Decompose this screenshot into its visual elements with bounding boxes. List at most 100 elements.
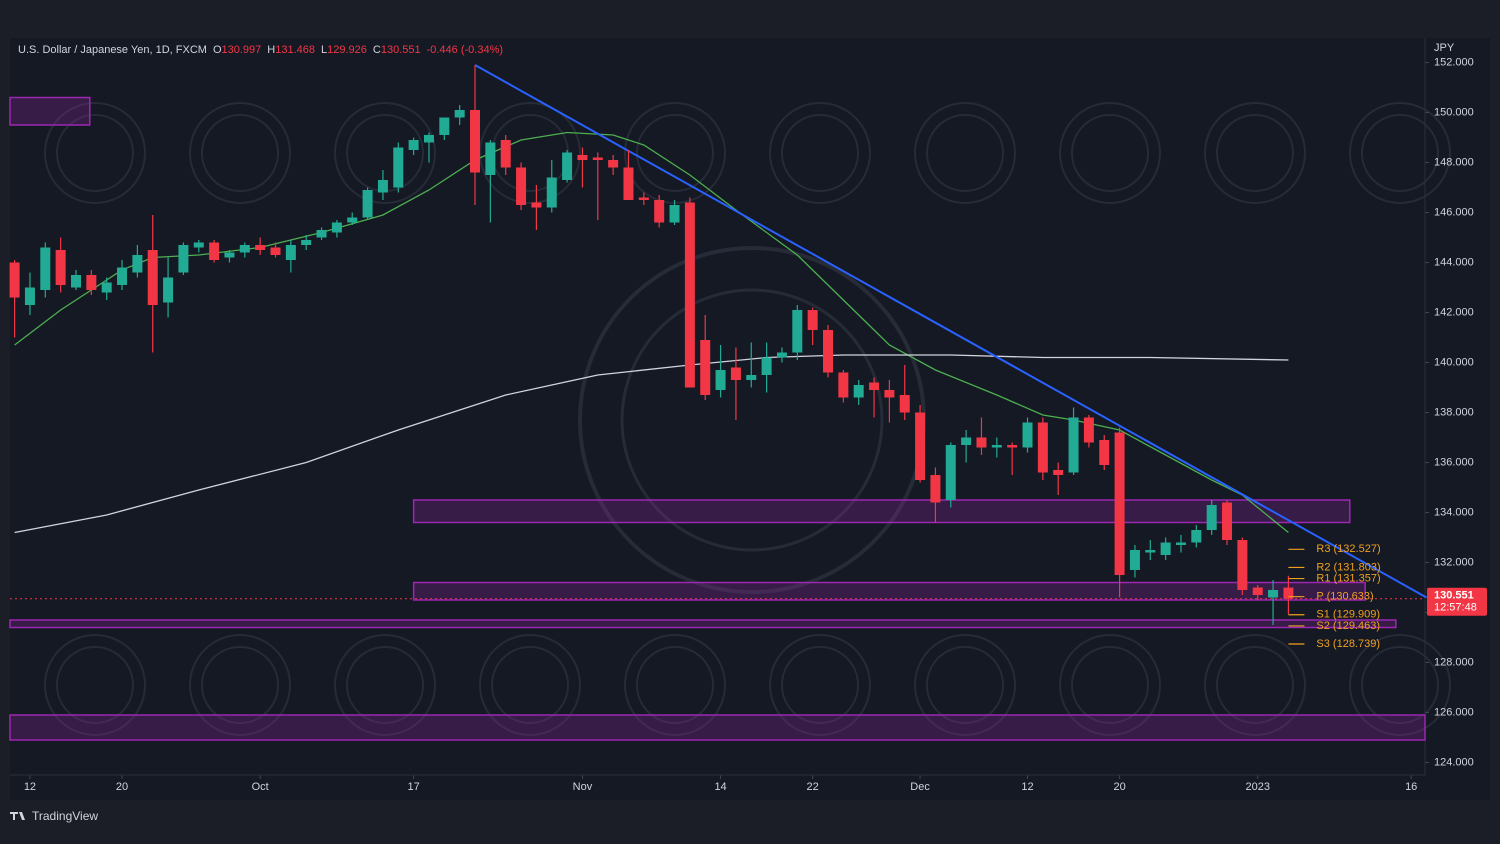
candle-body	[1237, 540, 1248, 590]
candle-body	[9, 262, 20, 298]
x-tick-label: 12	[1021, 781, 1033, 793]
candle-body	[470, 110, 481, 173]
watermark	[201, 114, 279, 192]
candle-body	[485, 142, 496, 175]
candle-body	[577, 155, 588, 160]
candle-body	[193, 242, 204, 248]
candle-body	[715, 370, 726, 390]
pivot-label: P (130.633)	[1316, 591, 1373, 603]
candle-body	[884, 390, 895, 398]
y-tick-label: 144.000	[1434, 256, 1474, 268]
pivot-label: S2 (129.463)	[1316, 620, 1380, 632]
countdown: 12:57:48	[1434, 602, 1477, 614]
ohlc-letter: H	[267, 44, 275, 56]
zone	[9, 714, 1426, 741]
header: U.S. Dollar / Japanese Yen, 1D, FXCM O130…	[18, 44, 503, 56]
watermark	[56, 114, 134, 192]
candle-body	[546, 177, 557, 208]
pivot-label: R2 (131.803)	[1316, 561, 1380, 573]
watermark	[636, 114, 714, 192]
x-tick-label: 22	[807, 781, 819, 793]
watermark	[491, 646, 569, 724]
candle-body	[807, 310, 818, 330]
candle-body	[915, 412, 926, 480]
candle-body	[608, 160, 619, 168]
candle-body	[255, 245, 266, 250]
candle-body	[730, 367, 741, 380]
watermark	[926, 114, 1004, 192]
watermark	[56, 646, 134, 724]
watermark	[44, 102, 146, 204]
x-tick-label: 20	[116, 781, 128, 793]
candle-body	[1191, 530, 1202, 543]
candle-body	[961, 437, 972, 445]
candle-body	[516, 167, 527, 205]
candle-body	[869, 382, 880, 390]
watermark	[1059, 634, 1161, 736]
ohlc-value: 130.551	[381, 44, 421, 56]
x-tick-label: 20	[1113, 781, 1125, 793]
ohlc-letter: O	[213, 44, 222, 56]
change: -0.446 (-0.34%)	[427, 44, 503, 56]
brand-logo	[10, 812, 25, 820]
watermark	[1216, 646, 1294, 724]
watermark	[624, 634, 726, 736]
candle-body	[117, 267, 128, 285]
candle-body	[761, 357, 772, 375]
watermark	[1204, 634, 1306, 736]
candle-body	[347, 217, 358, 223]
ohlc-letter: L	[321, 44, 327, 56]
y-tick-label: 142.000	[1434, 306, 1474, 318]
candle-body	[684, 202, 695, 388]
candle-body	[86, 275, 97, 290]
candle-body	[1206, 505, 1217, 530]
candle-body	[1175, 542, 1186, 545]
candle-body	[1129, 550, 1140, 570]
watermark	[1349, 634, 1451, 736]
candle-body	[55, 250, 66, 285]
y-tick-label: 136.000	[1434, 456, 1474, 468]
candle-body	[1145, 550, 1156, 553]
y-tick-label: 152.000	[1434, 56, 1474, 68]
candle-body	[792, 310, 803, 353]
candle-body	[70, 275, 81, 288]
x-tick-label: 14	[714, 781, 726, 793]
watermark	[926, 646, 1004, 724]
watermark	[1349, 102, 1451, 204]
x-tick-label: Oct	[252, 781, 269, 793]
candle-body	[362, 190, 373, 218]
candle-body	[24, 287, 35, 305]
zone	[412, 581, 1366, 601]
x-tick-label: 17	[408, 781, 420, 793]
y-tick-label: 128.000	[1434, 656, 1474, 668]
candle-body	[1222, 502, 1233, 540]
candle-body	[1283, 587, 1294, 599]
candle-body	[1099, 440, 1110, 465]
watermark	[620, 288, 884, 552]
candle-body	[163, 277, 174, 303]
currency: JPY	[1434, 42, 1455, 54]
ohlc-letter: C	[373, 44, 381, 56]
watermark	[1216, 114, 1294, 192]
ohlc-value: 129.926	[327, 44, 367, 56]
candle-body	[285, 245, 296, 260]
ohlc-value: 130.997	[222, 44, 262, 56]
candle-body	[1053, 470, 1064, 475]
candle-body	[562, 152, 573, 180]
candle-body	[592, 157, 603, 160]
watermark	[189, 634, 291, 736]
watermark	[189, 102, 291, 204]
candle-body	[1160, 542, 1171, 555]
candle-body	[439, 117, 450, 135]
candle-body	[638, 197, 649, 200]
candle-body	[393, 147, 404, 188]
candle-body	[1068, 417, 1079, 473]
candle-body	[899, 395, 910, 413]
line	[14, 354, 1289, 534]
candle-body	[654, 200, 665, 223]
candle-body	[623, 167, 634, 200]
watermark	[1059, 102, 1161, 204]
y-tick-label: 150.000	[1434, 106, 1474, 118]
watermark	[334, 634, 436, 736]
